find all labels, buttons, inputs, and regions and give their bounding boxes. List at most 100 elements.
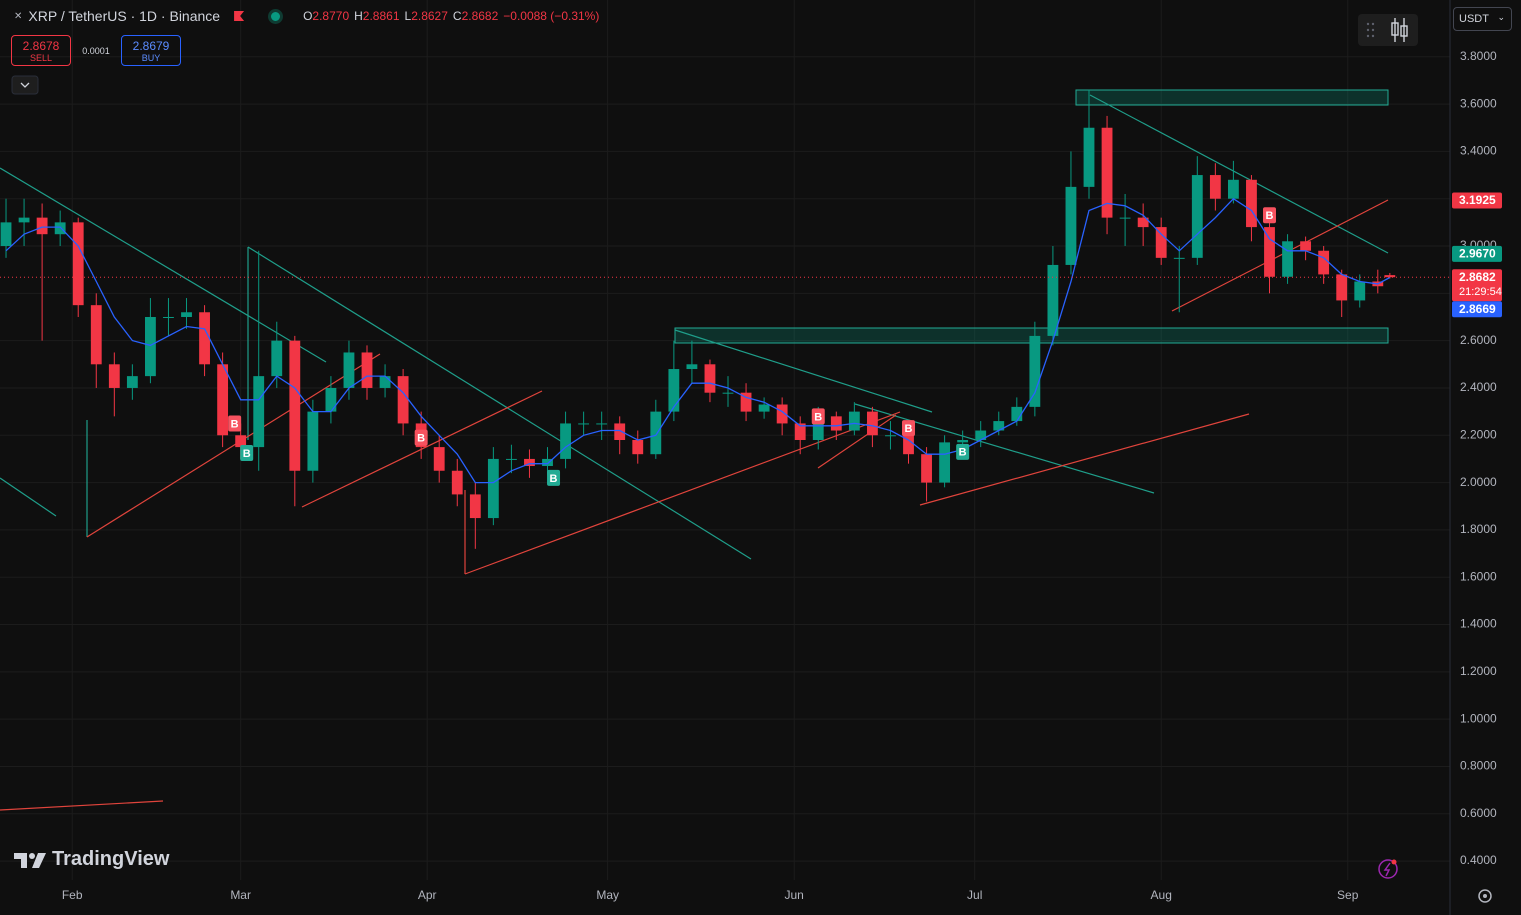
- candle-body: [939, 442, 951, 483]
- ohlc-item: C2.8682: [453, 9, 498, 23]
- y-tick-label: 3.4000: [1460, 144, 1497, 158]
- candle-body: [722, 392, 734, 394]
- candle-body: [524, 458, 535, 467]
- signal-marker: [240, 445, 254, 462]
- candle-body: [885, 435, 896, 437]
- candle-body: [289, 340, 301, 471]
- candle-body: [126, 376, 138, 388]
- candle-body: [1318, 250, 1330, 275]
- candle-body: [487, 458, 499, 519]
- y-tick-label: 0.6000: [1460, 806, 1497, 820]
- candle-body: [650, 411, 662, 455]
- signal-label: B: [417, 433, 425, 445]
- sell-label: SELL: [29, 52, 53, 63]
- change: −0.0088 (−0.31%): [503, 9, 600, 23]
- y-tick-label: 0.8000: [1460, 759, 1497, 773]
- ohlc-key: H: [354, 9, 363, 23]
- ohlc-value: 2.8627: [411, 9, 448, 23]
- candle-body: [379, 376, 391, 388]
- countdown: 21:29:54: [1459, 286, 1502, 298]
- candle-body: [578, 423, 590, 425]
- candle-body: [830, 416, 842, 431]
- settings-icon[interactable]: [1478, 889, 1492, 903]
- buy-button[interactable]: 2.8679 BUY: [121, 35, 181, 66]
- candle-body: [217, 364, 229, 436]
- sell-button[interactable]: 2.8678 SELL: [11, 35, 71, 66]
- y-tick-label: 3.8000: [1460, 49, 1497, 63]
- signal-label: B: [243, 448, 251, 460]
- trend-line: [0, 167, 327, 363]
- trend-line: [854, 403, 1155, 494]
- price-label-box: [1452, 245, 1502, 262]
- candle-body: [686, 364, 698, 370]
- signal-label: B: [814, 411, 822, 423]
- brand-name: TradingView: [52, 848, 170, 870]
- price-label: 3.1925: [1459, 193, 1496, 207]
- signal-marker: [414, 429, 428, 446]
- candle-body: [145, 316, 156, 377]
- trend-line: [1171, 199, 1389, 312]
- candle-body: [957, 440, 969, 443]
- ohlc-value: 2.8861: [362, 9, 400, 23]
- ohlc-value: 2.8682: [461, 9, 499, 23]
- candle-body: [325, 387, 337, 412]
- candle-body: [1191, 175, 1203, 258]
- signal-marker: [902, 420, 916, 437]
- zone: [1075, 89, 1389, 106]
- candle-body: [1101, 127, 1113, 218]
- price-label: 2.8682: [1459, 270, 1496, 284]
- candle-body: [921, 454, 932, 483]
- y-tick-label: 2.6000: [1460, 333, 1497, 347]
- trend-line: [0, 477, 57, 517]
- y-tick-label: 2.0000: [1460, 475, 1497, 489]
- candle-body: [163, 316, 174, 318]
- signal-label: B: [1266, 210, 1274, 222]
- candle-body: [1384, 275, 1396, 278]
- trend-line: [464, 411, 901, 575]
- currency-select[interactable]: USDT ⌄: [1453, 7, 1512, 31]
- flag-icon[interactable]: [234, 11, 245, 21]
- candle-body: [199, 312, 210, 365]
- ohlc-key: C: [452, 9, 462, 23]
- candle-body: [1065, 186, 1077, 265]
- signal-marker: [956, 443, 970, 460]
- header: ✕ XRP / TetherUS · 1D · Binance O2.8770 H…: [14, 8, 599, 24]
- trend-line: [1089, 94, 1389, 254]
- toolbar: [1358, 14, 1418, 46]
- trend-line: [0, 800, 164, 811]
- signal-label: B: [550, 473, 558, 485]
- x-tick-label: Jul: [967, 888, 982, 902]
- notification-dot: [1391, 859, 1397, 865]
- candle-body: [1083, 127, 1095, 187]
- x-tick-label: Sep: [1337, 888, 1359, 902]
- signal-marker: [547, 469, 561, 486]
- candle-body: [758, 404, 770, 412]
- y-tick-label: 1.2000: [1460, 664, 1497, 678]
- caret: ⌄: [1497, 12, 1505, 22]
- candle-body: [812, 416, 824, 440]
- y-tick-label: 2.4000: [1460, 380, 1497, 394]
- ohlc: O2.8770 H2.8861 L2.8627 C2.8682 −0.0088 (−0.…: [303, 9, 599, 23]
- ohlc-value: 2.8770: [312, 9, 350, 23]
- trend-line: [247, 246, 752, 560]
- y-tick-label: 0.4000: [1460, 853, 1497, 867]
- x-tick-label: Jun: [785, 888, 804, 902]
- spread: 0.0001: [82, 45, 110, 56]
- candle-body: [1354, 281, 1366, 301]
- candles-icon[interactable]: [1391, 18, 1408, 42]
- candle-body: [36, 217, 48, 235]
- candle-body: [848, 411, 860, 431]
- candle-body: [1119, 217, 1131, 219]
- lightning-icon[interactable]: [1378, 859, 1398, 879]
- price-label-box: [1452, 192, 1502, 209]
- candle-body: [1173, 257, 1185, 259]
- ohlc-item: H2.8861: [354, 9, 399, 23]
- price-label: 2.8669: [1459, 302, 1496, 316]
- status-dot: [268, 8, 284, 24]
- buy-label: BUY: [141, 52, 161, 63]
- collapse-button[interactable]: [11, 75, 39, 95]
- price-label: 2.9670: [1459, 246, 1496, 260]
- candle-body: [253, 376, 265, 448]
